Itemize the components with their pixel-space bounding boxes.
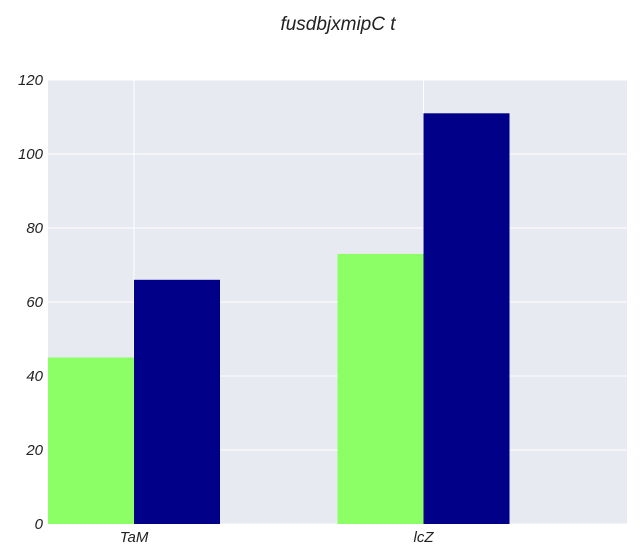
bars [48,113,510,525]
x-axis-ticks: TaM lcZ [120,529,435,546]
y-tick-label-1: 20 [25,442,43,459]
bar-series2-lcZ [423,113,510,525]
x-tick-label-1: lcZ [414,529,435,546]
x-tick-label-0: TaM [120,529,149,546]
bar-series1-TaM [48,357,134,524]
y-tick-label-0: 0 [35,516,44,533]
y-tick-label-2: 40 [26,368,43,385]
y-axis-ticks: 0 20 40 60 80 100 120 [18,72,44,533]
chart-title: fusdbjxmipC t [280,14,396,35]
y-tick-label-3: 60 [26,294,43,311]
bar-series1-lcZ [337,253,424,524]
y-tick-label-6: 120 [18,72,44,89]
bar-series2-TaM [134,279,220,524]
y-tick-label-5: 100 [18,146,44,163]
y-tick-label-4: 80 [26,220,43,237]
